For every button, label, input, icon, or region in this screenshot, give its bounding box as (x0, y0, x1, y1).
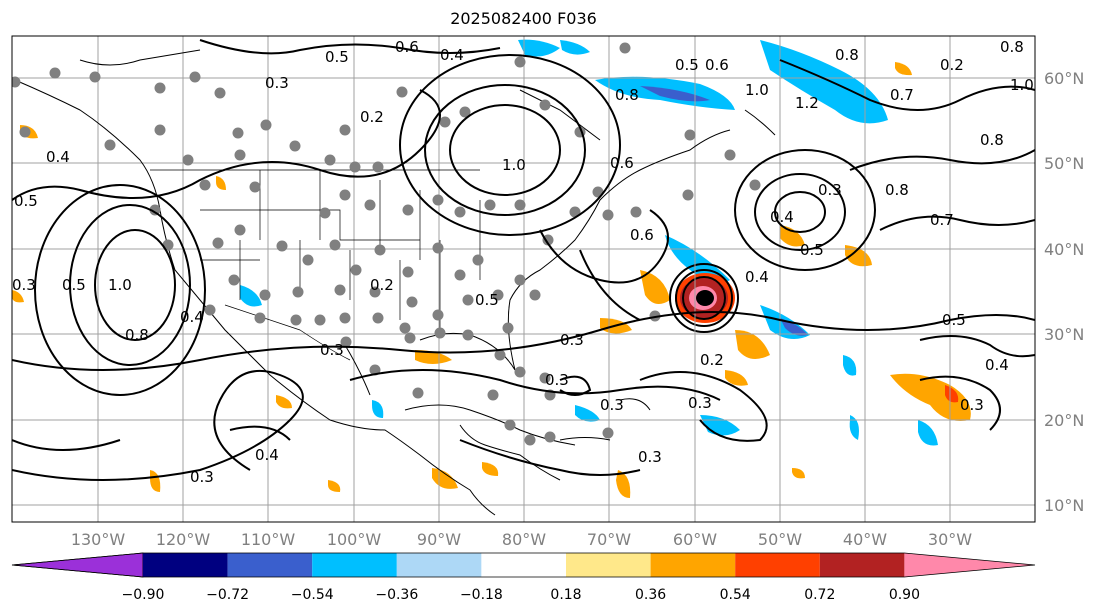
colorbar-extend-low (11, 552, 144, 578)
lon-label: 120°W (156, 530, 211, 549)
colorbar-tick: −0.72 (206, 587, 249, 603)
lat-label: 10°N (1044, 496, 1084, 515)
lon-label: 70°W (587, 530, 631, 549)
contour-label: 0.5 (14, 192, 38, 210)
lon-label: 130°W (71, 530, 126, 549)
contour-label: 0.6 (630, 226, 654, 244)
contour-label: 0.2 (360, 108, 384, 126)
latitude-labels: 60°N 50°N 40°N 30°N 20°N 10°N (1044, 69, 1084, 515)
contour-label: 0.2 (370, 276, 394, 294)
contour-label: 1.0 (745, 81, 769, 99)
contour-label: 0.2 (700, 351, 724, 369)
colorbar-swatch (735, 553, 820, 577)
colorbar-swatch (650, 553, 736, 577)
map-title: 2025082400 F036 (450, 9, 597, 28)
colorbar-swatch (481, 553, 566, 577)
contour-label: 0.3 (560, 331, 584, 349)
colorbar-swatch (396, 553, 482, 577)
longitude-labels: 130°W 120°W 110°W 100°W 90°W 80°W 70°W 6… (71, 530, 972, 549)
contour-label: 0.3 (545, 371, 569, 389)
lon-label: 60°W (673, 530, 717, 549)
lon-label: 40°W (843, 530, 887, 549)
colorbar-tick: 0.54 (720, 587, 751, 603)
map-frame (11, 35, 1036, 523)
contour-label: 0.3 (320, 341, 344, 359)
contour-label: 0.7 (930, 211, 954, 229)
contour-label: 0.8 (1000, 38, 1024, 56)
contour-label: 0.2 (940, 56, 964, 74)
lon-label: 80°W (502, 530, 546, 549)
hurricane-core (669, 263, 739, 333)
lon-label: 30°W (928, 530, 972, 549)
contour-label: 0.3 (265, 74, 289, 92)
colorbar-tick: 0.18 (550, 587, 581, 603)
contour-label: 0.8 (615, 86, 639, 104)
colorbar: −0.90 −0.72 −0.54 −0.36 −0.18 0.18 0.36 … (11, 552, 1036, 603)
station-dots (12, 42, 761, 446)
colorbar-tick: −0.36 (375, 587, 418, 603)
colorbar-tick: 0.90 (889, 587, 920, 603)
contour-label: 0.4 (46, 148, 70, 166)
contour-label: 0.8 (125, 326, 149, 344)
contour-labels: 0.5 0.6 0.4 0.3 0.2 0.8 0.6 0.5 0.7 0.8 … (12, 38, 1034, 486)
colorbar-swatch (819, 553, 905, 577)
colorbar-swatch (143, 553, 228, 577)
lat-label: 50°N (1044, 154, 1084, 173)
contour-label: 1.0 (1010, 76, 1034, 94)
colorbar-tick: −0.18 (460, 587, 503, 603)
colorbar-extend-high (904, 553, 1035, 577)
lat-label: 30°N (1044, 325, 1084, 344)
contour-label: 0.7 (890, 86, 914, 104)
contour-label: 0.5 (942, 311, 966, 329)
colorbar-swatch (227, 553, 313, 577)
lat-label: 60°N (1044, 69, 1084, 88)
lon-label: 50°W (758, 530, 802, 549)
contour-label: 0.3 (638, 448, 662, 466)
contour-label: 1.0 (108, 276, 132, 294)
contour-label: 0.6 (610, 154, 634, 172)
contour-label: 0.4 (770, 208, 794, 226)
contour-label: 0.8 (980, 131, 1004, 149)
colorbar-swatch (312, 553, 397, 577)
lat-label: 40°N (1044, 240, 1084, 259)
contour-label: 0.6 (395, 38, 419, 56)
contour-label: 0.6 (705, 56, 729, 74)
colorbar-swatch (566, 553, 651, 577)
colorbar-tick: 0.36 (635, 587, 666, 603)
contour-label: 1.2 (795, 94, 819, 112)
contour-label: 0.4 (255, 446, 279, 464)
colorbar-tick: −0.54 (291, 587, 334, 603)
contour-label: 0.5 (475, 291, 499, 309)
contour-label: 0.5 (325, 48, 349, 66)
contour-label: 0.4 (180, 308, 204, 326)
lon-label: 100°W (327, 530, 382, 549)
contour-label: 0.3 (688, 394, 712, 412)
contour-label: 0.3 (818, 181, 842, 199)
contour-label: 0.3 (600, 396, 624, 414)
contour-label: 0.4 (745, 268, 769, 286)
colorbar-tick: −0.90 (122, 587, 165, 603)
contour-label: 0.3 (960, 396, 984, 414)
contour-label: 0.8 (885, 181, 909, 199)
contour-lines (12, 39, 1035, 481)
contour-label: 0.4 (440, 46, 464, 64)
colorbar-tick: 0.72 (804, 587, 835, 603)
lon-label: 110°W (241, 530, 296, 549)
contour-label: 0.5 (800, 241, 824, 259)
lon-label: 90°W (417, 530, 461, 549)
political-borders (150, 169, 481, 361)
contour-label: 1.0 (502, 156, 526, 174)
lat-label: 20°N (1044, 411, 1084, 430)
positive-shading (12, 62, 971, 498)
contour-label: 0.3 (190, 468, 214, 486)
contour-label: 0.5 (62, 276, 86, 294)
contour-label: 0.3 (12, 276, 36, 294)
contour-label: 0.4 (985, 356, 1009, 374)
contour-label: 0.5 (675, 56, 699, 74)
contour-label: 0.8 (835, 46, 859, 64)
